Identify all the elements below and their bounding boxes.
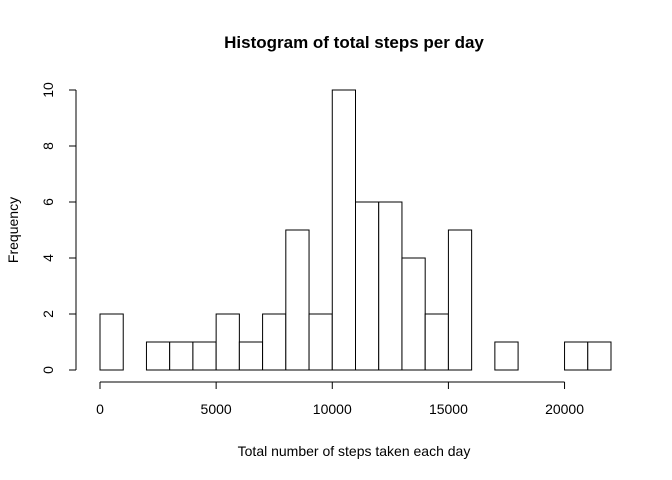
x-tick-label: 0 [96, 401, 104, 417]
histogram-bar [378, 201, 403, 371]
y-axis: 0 2 4 6 8 10 [40, 82, 77, 374]
y-tick-label: 8 [40, 142, 56, 150]
histogram-bar [331, 89, 357, 371]
histogram-bar [192, 341, 217, 371]
histogram-bar [587, 341, 612, 371]
histogram-bar [262, 313, 287, 371]
histogram-bar [215, 313, 240, 371]
histogram-bar [238, 341, 264, 371]
y-tick-label: 4 [40, 254, 56, 262]
histogram-bar [355, 201, 380, 371]
chart-title: Histogram of total steps per day [224, 33, 484, 52]
histogram-bar [494, 341, 519, 371]
histogram-bar [99, 313, 124, 371]
x-tick-label: 5000 [201, 401, 232, 417]
x-tick-label: 20000 [545, 401, 584, 417]
y-tick-label: 2 [40, 310, 56, 318]
histogram-bar [447, 229, 473, 371]
y-tick-label: 6 [40, 198, 56, 206]
histogram-bar [564, 341, 589, 371]
x-tick-label: 10000 [313, 401, 352, 417]
histogram-bar [424, 313, 449, 371]
histogram-bar [169, 341, 194, 371]
x-axis-label: Total number of steps taken each day [238, 443, 471, 459]
histogram-bar [308, 313, 333, 371]
y-tick-label: 0 [40, 366, 56, 374]
x-axis: 0 5000 10000 15000 20000 [96, 381, 584, 417]
histogram-bar [401, 257, 426, 371]
histogram-bars [99, 89, 612, 371]
y-tick-label: 10 [40, 82, 56, 98]
x-tick-label: 15000 [429, 401, 468, 417]
y-axis-label: Frequency [5, 197, 21, 263]
histogram-bar [285, 229, 310, 371]
histogram-bar [145, 341, 171, 371]
